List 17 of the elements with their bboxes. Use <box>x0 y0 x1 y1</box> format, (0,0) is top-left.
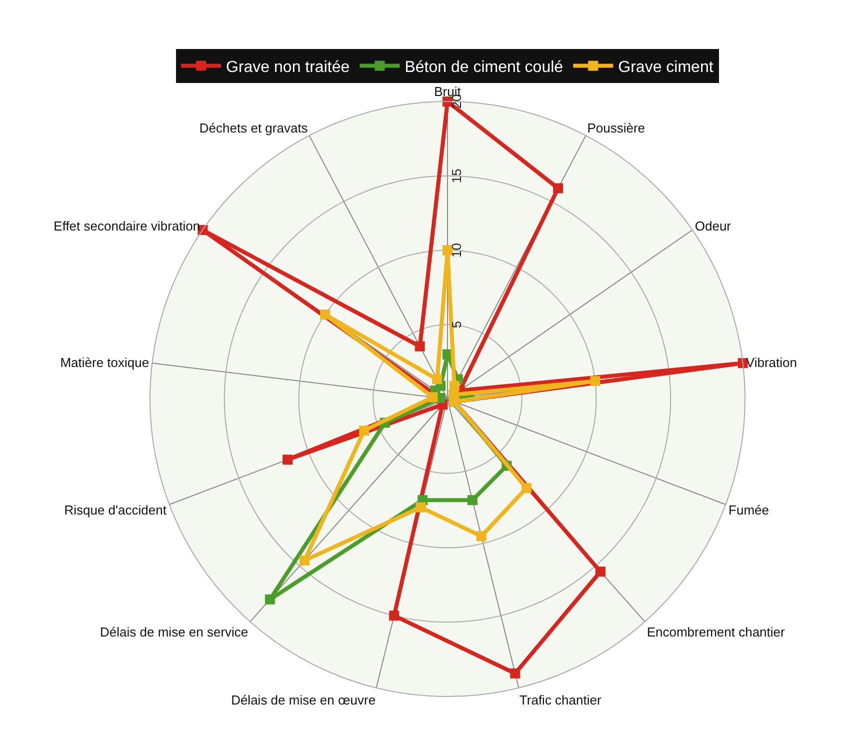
spoke-label: Poussière <box>587 120 646 136</box>
spoke-label: Encombrement chantier <box>646 624 786 640</box>
legend-label: Grave ciment <box>618 58 714 76</box>
spoke-label: Risque d'accident <box>64 502 167 518</box>
legend-label: Grave non traitée <box>226 58 350 76</box>
y-tick-label: 15 <box>449 168 464 184</box>
spoke-label: Odeur <box>694 218 732 234</box>
spoke-label: Fumée <box>728 502 770 518</box>
spoke-label: Déchets et gravats <box>199 120 308 136</box>
y-tick-label: 5 <box>449 321 464 328</box>
spoke-label: Matière toxique <box>60 354 150 370</box>
spoke-label: Effet secondaire vibration <box>54 218 200 234</box>
y-tick-label: 10 <box>449 243 464 258</box>
spoke-label: Délais de mise en service <box>100 624 248 640</box>
spoke-label: Trafic chantier <box>519 692 602 708</box>
spoke-label: Délais de mise en œuvre <box>231 692 376 708</box>
legend-label: Béton de ciment coulé <box>404 58 564 76</box>
